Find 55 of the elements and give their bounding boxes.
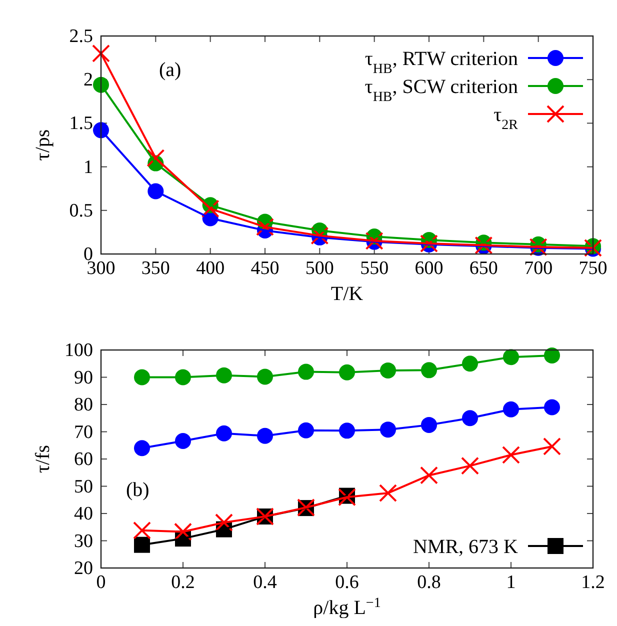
point <box>215 513 233 532</box>
point <box>379 484 397 502</box>
legend-label: τ$_{2R}$ <box>494 104 519 132</box>
point <box>92 44 110 62</box>
point <box>134 536 150 553</box>
x-tick-label: 1.2 <box>581 572 605 593</box>
point <box>134 440 150 456</box>
point <box>174 522 192 541</box>
point <box>420 466 438 484</box>
x-tick-label: 600 <box>414 258 444 279</box>
x-tick-label: 650 <box>469 258 498 279</box>
point <box>543 437 561 456</box>
y-tick-label: 0.5 <box>69 200 93 222</box>
x-tick-label: 700 <box>524 258 553 279</box>
x-tick-label: 750 <box>578 258 608 279</box>
y-tick-label: 40 <box>74 504 93 524</box>
x-axis-title: ρ/kg L$^{−1}$ <box>313 596 381 619</box>
point <box>146 149 165 168</box>
y-tick-label: 2.5 <box>69 26 93 47</box>
y-axis-title: τ/ps <box>32 129 54 161</box>
y-tick-label: 1 <box>84 156 93 178</box>
x-tick-label: 550 <box>360 258 389 279</box>
x-tick-label: 0.6 <box>335 572 359 593</box>
y-tick-label: 90 <box>74 367 93 388</box>
y-tick-label: 50 <box>74 476 93 498</box>
point <box>256 218 274 236</box>
x-tick-label: 0.8 <box>417 572 441 593</box>
annotation: (b) <box>126 479 150 502</box>
y-axis-title: τ/fs <box>32 444 54 474</box>
x-tick-label: 1 <box>506 572 516 593</box>
y-tick-label: 60 <box>74 449 93 470</box>
x-axis-title: T/K <box>330 283 364 305</box>
point <box>133 521 151 540</box>
point <box>502 446 520 464</box>
point <box>201 200 220 218</box>
y-tick-label: 20 <box>74 558 93 579</box>
x-tick-label: 500 <box>305 258 334 279</box>
y-tick-label: 70 <box>74 422 93 443</box>
x-tick-label: 450 <box>250 258 280 279</box>
legend-label: NMR, 673 K <box>412 536 519 558</box>
legend-label: τ$_{HB}$, SCW criterion <box>364 76 518 104</box>
x-tick-label: 400 <box>196 258 225 279</box>
y-tick-label: 1.5 <box>69 113 93 134</box>
point <box>544 399 560 416</box>
y-tick-label: 30 <box>74 530 93 552</box>
point <box>134 369 150 386</box>
y-tick-label: 100 <box>64 340 93 361</box>
point <box>461 456 479 475</box>
y-tick-label: 80 <box>74 394 93 416</box>
legend-label: τ$_{HB}$, RTW criterion <box>364 48 518 76</box>
x-tick-label: 350 <box>141 258 170 279</box>
x-tick-label: 0.4 <box>253 572 278 593</box>
x-tick-label: 0.2 <box>171 572 195 593</box>
y-tick-label: 2 <box>84 70 93 91</box>
annotation: (a) <box>159 59 182 81</box>
